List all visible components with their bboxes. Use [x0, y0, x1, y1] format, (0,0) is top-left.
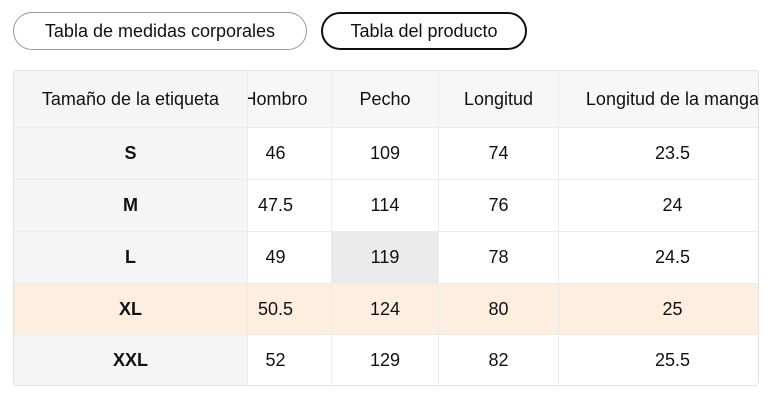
table-cell: 82	[439, 335, 559, 385]
table-cell: XL	[14, 284, 248, 335]
header-cell: Pecho	[332, 71, 439, 128]
table-cell: 23.5	[559, 128, 758, 180]
table-cell: 129	[332, 335, 439, 385]
table-cell: 49	[220, 232, 332, 284]
table-cell: 76	[439, 180, 559, 232]
table-cell: S	[14, 128, 248, 180]
table-cell: L	[14, 232, 248, 284]
header-cell: Longitud de la manga	[559, 71, 758, 128]
table-cell: 80	[439, 284, 559, 335]
table-cell: 47.5	[220, 180, 332, 232]
size-table: Tamaño de la etiqueta Hombro Pecho Longitud…	[13, 70, 759, 386]
table-cell: 25.5	[559, 335, 758, 385]
tab[interactable]: Tabla de medidas corporales	[13, 12, 307, 50]
table-cell: 25	[559, 284, 758, 335]
table-cell: XXL	[14, 335, 248, 385]
table-cell: 46	[220, 128, 332, 180]
table-cell: 78	[439, 232, 559, 284]
table-cell: 24	[559, 180, 758, 232]
table-cell: 52	[220, 335, 332, 385]
tab-active[interactable]: Tabla del producto	[321, 12, 527, 50]
table-cell: 124	[332, 284, 439, 335]
table-cell: M	[14, 180, 248, 232]
header-cell: Tamaño de la etiqueta	[14, 71, 248, 128]
header-cell: Longitud	[439, 71, 559, 128]
table-cell: 74	[439, 128, 559, 180]
table-cell: 114	[332, 180, 439, 232]
table-cell: 24.5	[559, 232, 758, 284]
table-cell: 109	[332, 128, 439, 180]
table-cell: 119	[332, 232, 439, 284]
